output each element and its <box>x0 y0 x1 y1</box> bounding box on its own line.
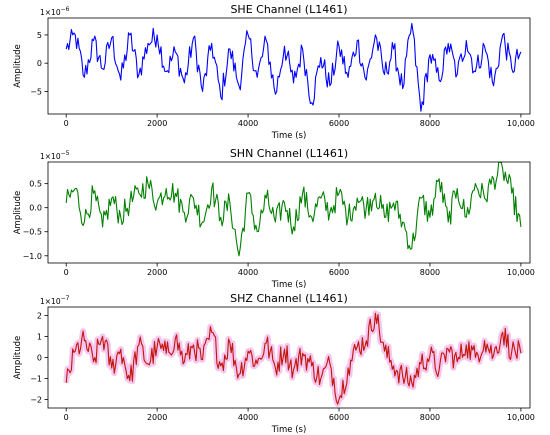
y-tick-label: 2 <box>37 311 42 320</box>
subplot-1: 0 2000 4000 6000 8000 10,000 −5 0 5 SHE Channel (… <box>13 3 535 141</box>
y-tick-label: 0.0 <box>29 204 42 213</box>
x-tick-label: 0 <box>64 268 69 277</box>
y-tick-label: 0.5 <box>29 180 42 189</box>
y-tick-label: −2 <box>30 396 42 405</box>
y-axis-label: Amplitude <box>13 336 23 380</box>
y-tick-label: −1 <box>30 375 42 384</box>
x-tick-label: 6000 <box>329 268 349 277</box>
axis-multiplier: 1×10−5 <box>40 150 70 161</box>
x-tick-label: 8000 <box>420 413 440 422</box>
x-tick-label: 10,000 <box>507 119 535 128</box>
series-line-1 <box>65 23 522 112</box>
y-tick-label: −0.5 <box>23 228 42 237</box>
x-axis-label: Time (s) <box>271 131 307 141</box>
x-tick-label: 0 <box>64 413 69 422</box>
x-tick-label: 4000 <box>238 268 258 277</box>
subplot-3: 0 2000 4000 6000 8000 10,000 −2 −1 0 1 2 SHZ Channe… <box>13 292 535 435</box>
x-axis-label: Time (s) <box>271 425 307 435</box>
x-tick-label: 6000 <box>329 413 349 422</box>
y-axis-label: Amplitude <box>13 44 23 88</box>
x-tick-label: 10,000 <box>507 268 535 277</box>
x-axis-label: Time (s) <box>271 280 307 290</box>
x-tick-label: 2000 <box>147 119 167 128</box>
axes-frame <box>47 161 531 264</box>
y-tick-label: 0 <box>37 354 42 363</box>
x-tick-label: 0 <box>64 119 69 128</box>
y-tick-label: 0 <box>37 59 42 68</box>
axis-multiplier: 1×10−6 <box>40 6 70 17</box>
x-tick-label: 8000 <box>420 268 440 277</box>
y-tick-label: 1 <box>37 332 42 341</box>
chart-title: SHN Channel (L1461) <box>230 147 348 160</box>
series-line-1 <box>65 162 522 257</box>
subplot-2: 0 2000 4000 6000 8000 10,000 −1.0 −0.5 0.0 0.5 SHN… <box>13 147 535 290</box>
y-axis-label: Amplitude <box>13 191 23 235</box>
y-tick-label: −1.0 <box>23 252 42 261</box>
y-tick-label: 5 <box>37 31 42 40</box>
x-tick-label: 4000 <box>238 413 258 422</box>
y-tick-label: −5 <box>30 87 42 96</box>
x-tick-label: 4000 <box>238 119 258 128</box>
chart-title: SHE Channel (L1461) <box>230 3 347 16</box>
x-tick-label: 2000 <box>147 413 167 422</box>
axis-multiplier: 1×10−7 <box>40 295 70 306</box>
axes-frame <box>47 17 531 115</box>
chart-title: SHZ Channel (L1461) <box>230 292 348 305</box>
x-tick-label: 6000 <box>329 119 349 128</box>
x-tick-label: 2000 <box>147 268 167 277</box>
x-tick-label: 10,000 <box>507 413 535 422</box>
x-tick-label: 8000 <box>420 119 440 128</box>
series-overlay <box>66 313 522 405</box>
